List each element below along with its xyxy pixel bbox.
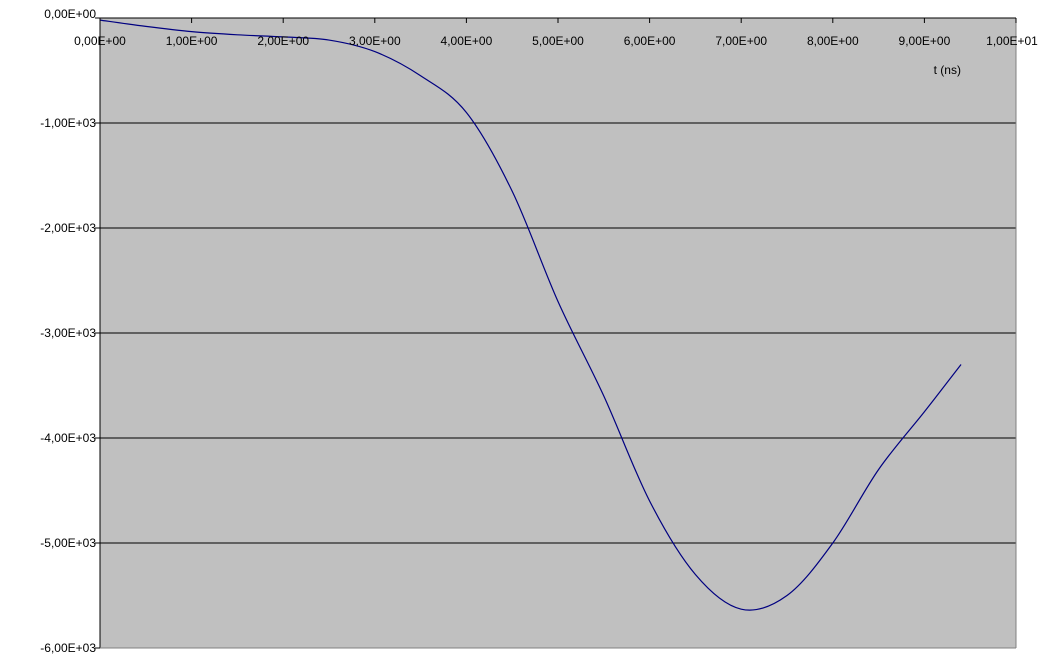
x-tick-label-9: 9,00E+00 [899,34,951,48]
series-layer [99,19,962,611]
y-tick-label-6: -6,00E+03 [40,641,96,655]
y-tick-label-0: 0,00E+00 [44,7,96,21]
y-tick-label-2: -2,00E+03 [40,221,96,235]
x-tick-label-7: 7,00E+00 [715,34,767,48]
x-axis-label: t (ns) [934,63,961,77]
series-line-0 [99,19,962,611]
x-tick-label-3: 3,00E+00 [349,34,401,48]
x-tick-label-0: 0,00E+00 [74,34,126,48]
y-tick-labels: 0,00E+00 -1,00E+03 -2,00E+03 -3,00E+03 -4,00… [40,7,96,655]
x-tick-label-6: 6,00E+00 [624,34,676,48]
y-tick-label-3: -3,00E+03 [40,326,96,340]
y-tick-label-1: -1,00E+03 [40,116,96,130]
x-tick-label-1: 1,00E+00 [166,34,218,48]
x-tick-labels: 0,00E+00 1,00E+00 2,00E+00 3,00E+00 4,00E+00… [74,34,1038,48]
x-tick-label-5: 5,00E+00 [532,34,584,48]
axes [95,17,1017,649]
y-tick-label-4: -4,00E+03 [40,431,96,445]
gridlines [100,122,1016,544]
x-tick-label-2: 2,00E+00 [257,34,309,48]
x-tick-label-10: 1,00E+01 [986,34,1038,48]
y-tick-label-5: -5,00E+03 [40,536,96,550]
x-tick-label-4: 4,00E+00 [441,34,493,48]
x-tick-label-8: 8,00E+00 [807,34,859,48]
